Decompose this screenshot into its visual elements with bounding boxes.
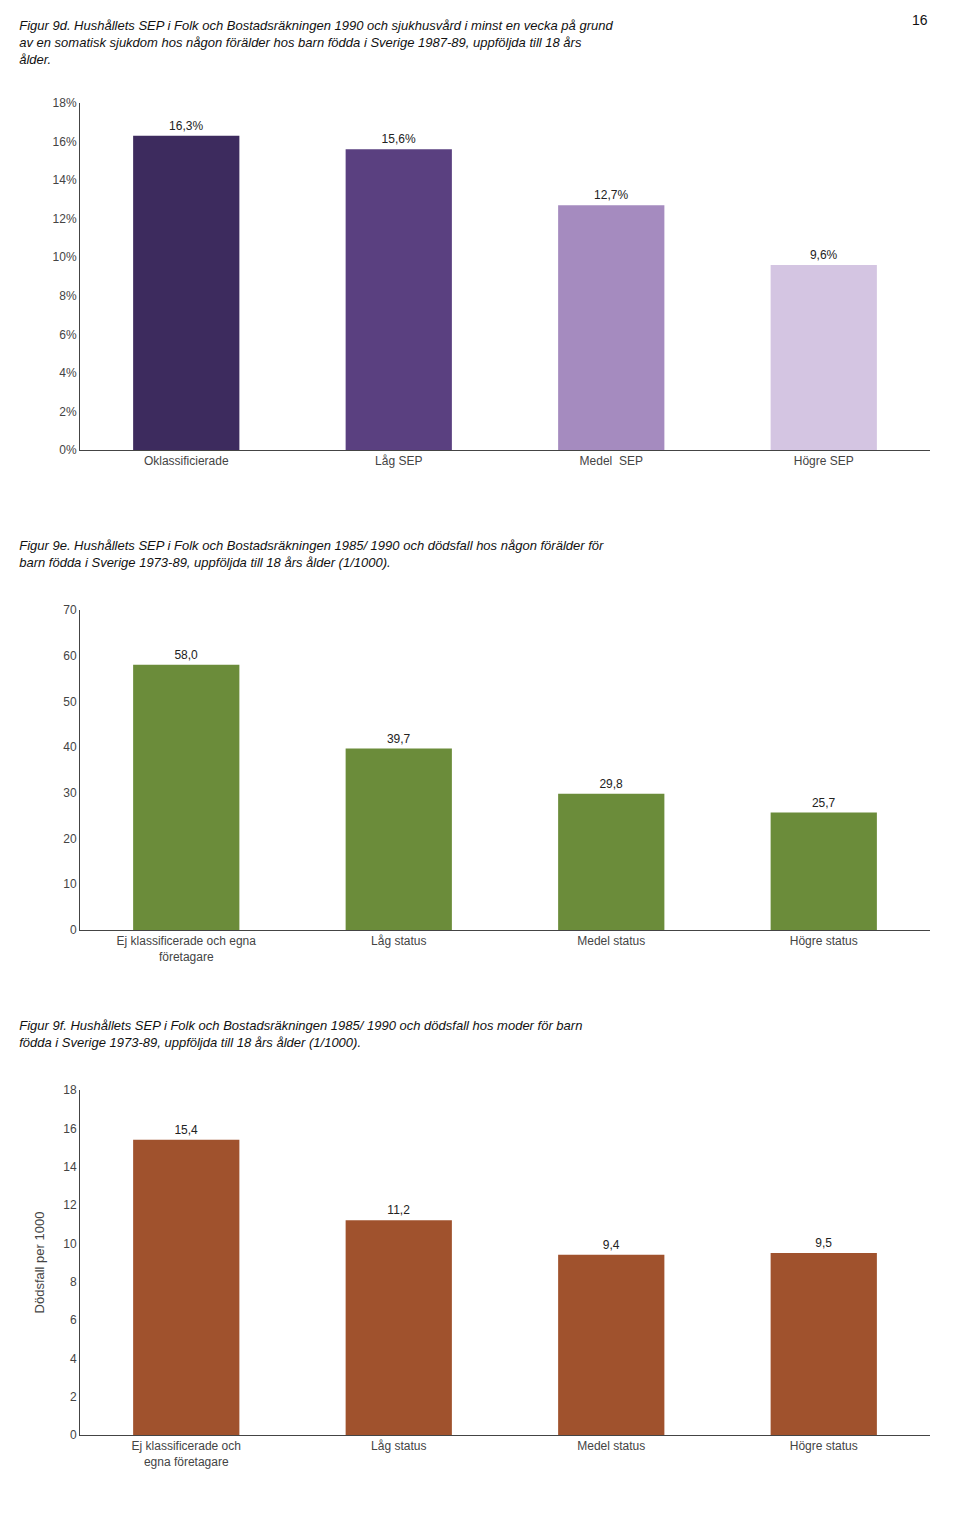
- svg-text:6: 6: [70, 1313, 77, 1327]
- svg-text:40: 40: [63, 740, 77, 754]
- svg-text:12: 12: [63, 1198, 77, 1212]
- svg-text:10%: 10%: [53, 250, 77, 264]
- svg-text:50: 50: [63, 695, 77, 709]
- svg-text:Ej klassificerade ochegna före: Ej klassificerade ochegna företagare: [132, 1439, 241, 1469]
- svg-text:Högre status: Högre status: [790, 1439, 858, 1453]
- svg-text:Figur 9e. Hushållets SEP i Fol: Figur 9e. Hushållets SEP i Folk och Bost…: [19, 538, 604, 570]
- svg-text:18: 18: [63, 1083, 77, 1097]
- svg-text:0%: 0%: [59, 443, 77, 457]
- svg-text:70: 70: [63, 603, 77, 617]
- svg-text:2%: 2%: [59, 405, 77, 419]
- svg-text:9,6%: 9,6%: [810, 248, 838, 262]
- svg-text:60: 60: [63, 649, 77, 663]
- svg-text:Medel SEP: Medel SEP: [580, 454, 643, 468]
- svg-text:25,7: 25,7: [812, 796, 836, 810]
- svg-text:Högre SEP: Högre SEP: [794, 454, 854, 468]
- svg-text:Figur 9d. Hushållets SEP i Fol: Figur 9d. Hushållets SEP i Folk och Bost…: [19, 18, 613, 67]
- svg-text:Medel status: Medel status: [577, 934, 645, 948]
- svg-text:0: 0: [70, 1428, 77, 1442]
- svg-text:16,3%: 16,3%: [169, 119, 203, 133]
- svg-text:39,7: 39,7: [387, 732, 411, 746]
- svg-text:29,8: 29,8: [599, 777, 623, 791]
- svg-text:15,4: 15,4: [174, 1123, 198, 1137]
- svg-text:Figur 9f. Hushållets SEP i Fol: Figur 9f. Hushållets SEP i Folk och Bost…: [19, 1018, 582, 1050]
- svg-text:Medel status: Medel status: [577, 1439, 645, 1453]
- svg-text:Låg SEP: Låg SEP: [375, 454, 422, 468]
- svg-text:16%: 16%: [53, 135, 77, 149]
- svg-text:10: 10: [63, 877, 77, 891]
- svg-text:0: 0: [70, 923, 77, 937]
- svg-text:Oklassificierade: Oklassificierade: [144, 454, 229, 468]
- svg-text:10: 10: [63, 1237, 77, 1251]
- svg-text:12,7%: 12,7%: [594, 188, 628, 202]
- svg-text:14%: 14%: [53, 173, 77, 187]
- svg-text:Låg status: Låg status: [371, 934, 426, 948]
- svg-text:16: 16: [63, 1122, 77, 1136]
- svg-text:15,6%: 15,6%: [382, 132, 416, 146]
- svg-text:58,0: 58,0: [174, 648, 198, 662]
- svg-text:Ej klassificerade och egnaföre: Ej klassificerade och egnaföretagare: [117, 934, 257, 964]
- svg-text:Högre status: Högre status: [790, 934, 858, 948]
- svg-text:4%: 4%: [59, 366, 77, 380]
- svg-text:8: 8: [70, 1275, 77, 1289]
- svg-text:Låg status: Låg status: [371, 1439, 426, 1453]
- svg-text:12%: 12%: [53, 212, 77, 226]
- svg-text:4: 4: [70, 1352, 77, 1366]
- svg-text:9,4: 9,4: [603, 1238, 620, 1252]
- svg-text:20: 20: [63, 832, 77, 846]
- svg-text:6%: 6%: [59, 328, 77, 342]
- svg-text:18%: 18%: [53, 96, 77, 110]
- svg-text:2: 2: [70, 1390, 77, 1404]
- svg-text:16: 16: [912, 12, 928, 28]
- svg-text:8%: 8%: [59, 289, 77, 303]
- svg-text:Dödsfall per 1000: Dödsfall per 1000: [32, 1212, 47, 1314]
- svg-text:14: 14: [63, 1160, 77, 1174]
- svg-text:11,2: 11,2: [387, 1203, 410, 1217]
- svg-text:9,5: 9,5: [815, 1236, 832, 1250]
- svg-text:30: 30: [63, 786, 77, 800]
